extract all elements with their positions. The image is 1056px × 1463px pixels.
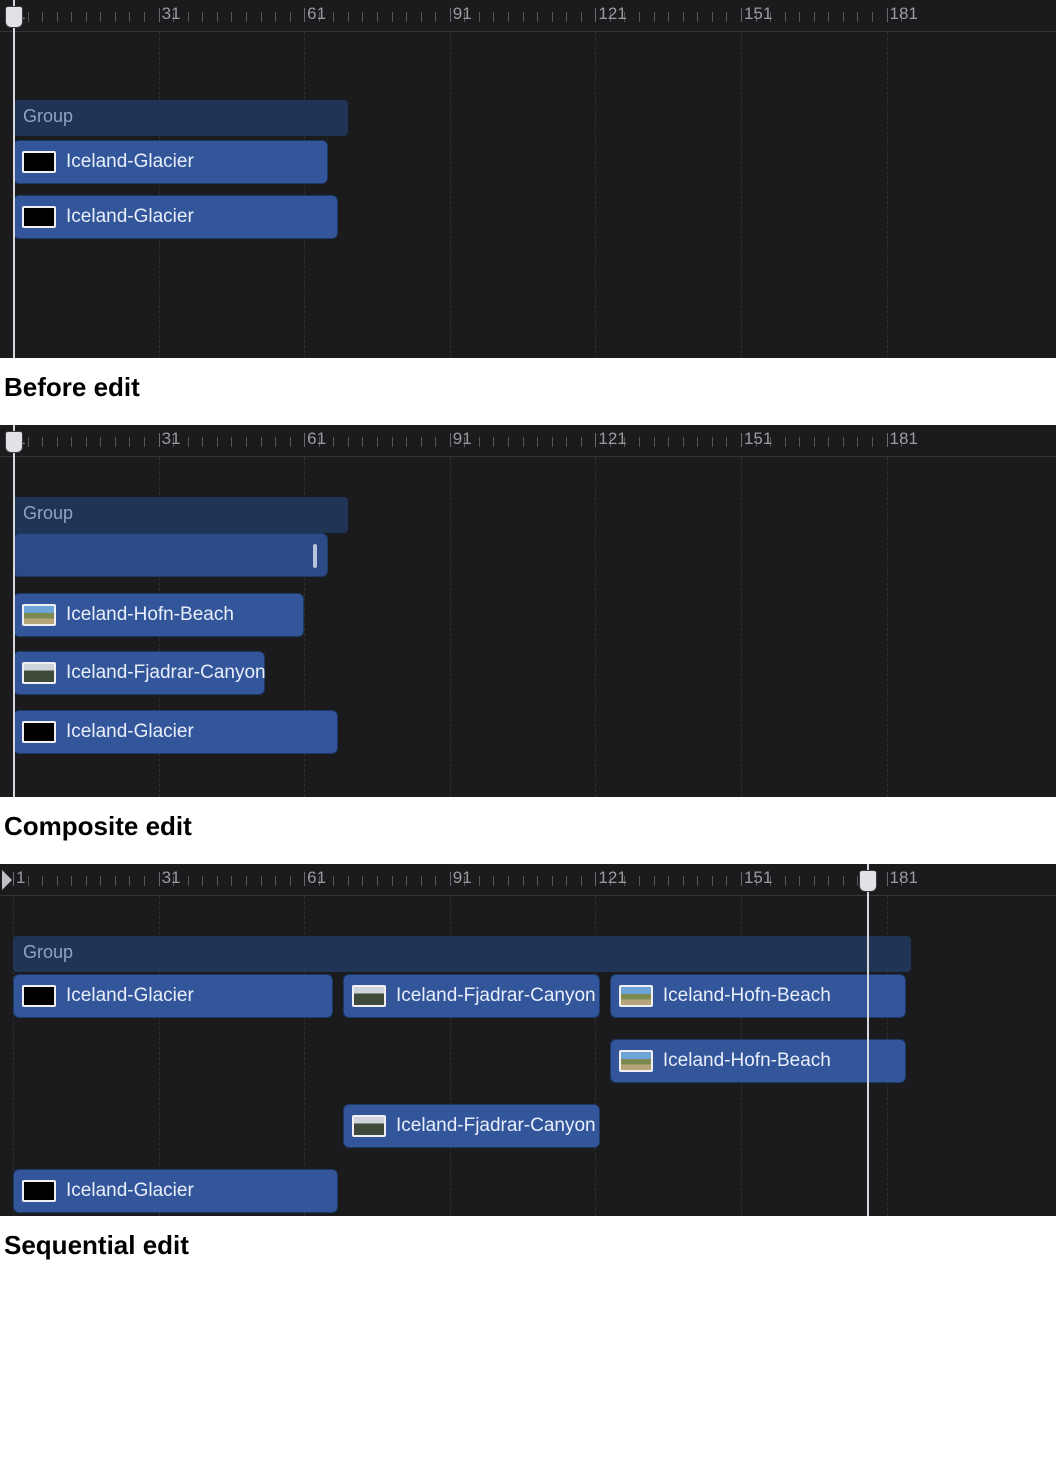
clip-label: Iceland-Fjadrar-Canyon bbox=[396, 1115, 596, 1137]
playhead-handle[interactable] bbox=[5, 6, 23, 28]
clip-thumbnail bbox=[22, 1180, 56, 1202]
timeline-before[interactable]: 1316191121151181GroupIceland-GlacierIcel… bbox=[0, 0, 1056, 358]
timeline-clip[interactable]: Iceland-Hofn-Beach bbox=[610, 974, 906, 1018]
clip-label: Iceland-Glacier bbox=[66, 1180, 194, 1202]
ruler-label: 1 bbox=[16, 868, 25, 888]
ruler-label: 121 bbox=[598, 868, 626, 888]
clip-label: Iceland-Glacier bbox=[66, 206, 194, 228]
clip-label: Iceland-Glacier bbox=[66, 721, 194, 743]
ruler-label: 31 bbox=[162, 4, 181, 24]
drop-zone-clip[interactable] bbox=[13, 533, 328, 577]
timeline-clip[interactable]: Iceland-Glacier bbox=[13, 710, 338, 754]
group-bar[interactable]: Group bbox=[13, 936, 911, 972]
clip-thumbnail bbox=[22, 151, 56, 173]
playhead-handle[interactable] bbox=[5, 431, 23, 453]
ruler-label: 61 bbox=[307, 429, 326, 449]
timeline-sequential[interactable]: 1 31 61 91 121 151 181 Group Iceland-Glacier Icel… bbox=[0, 864, 1056, 1216]
timeline-clip[interactable]: Iceland-Glacier bbox=[13, 974, 333, 1018]
ruler-label: 181 bbox=[890, 868, 918, 888]
caption-before: Before edit bbox=[0, 358, 1056, 425]
playhead[interactable] bbox=[867, 864, 869, 1216]
timeline-ruler[interactable]: 1316191121151181 bbox=[0, 0, 1056, 32]
ruler-label: 151 bbox=[744, 868, 772, 888]
clip-label: Iceland-Glacier bbox=[66, 985, 194, 1007]
clip-label: Iceland-Glacier bbox=[66, 151, 194, 173]
clip-thumbnail bbox=[352, 985, 386, 1007]
play-range-start-icon[interactable] bbox=[2, 870, 12, 890]
clip-thumbnail bbox=[619, 1050, 653, 1072]
clip-thumbnail bbox=[22, 721, 56, 743]
timeline-ruler[interactable]: 1316191121151181 bbox=[0, 425, 1056, 457]
ruler-label: 61 bbox=[307, 4, 326, 24]
timeline-clip[interactable]: Iceland-Fjadrar-Canyon bbox=[343, 1104, 600, 1148]
ruler-label: 91 bbox=[453, 429, 472, 449]
timeline-clip[interactable]: Iceland-Fjadrar-Canyon bbox=[343, 974, 600, 1018]
clip-thumbnail bbox=[619, 985, 653, 1007]
caption-sequential: Sequential edit bbox=[0, 1216, 1056, 1283]
group-bar[interactable]: Group bbox=[13, 100, 348, 136]
timeline-ruler[interactable]: 1 31 61 91 121 151 181 bbox=[0, 864, 1056, 896]
playhead[interactable] bbox=[13, 0, 15, 358]
timeline-clip[interactable]: Iceland-Hofn-Beach bbox=[13, 593, 304, 637]
ruler-label: 31 bbox=[162, 868, 181, 888]
clip-thumbnail bbox=[22, 985, 56, 1007]
timeline-clip[interactable]: Iceland-Glacier bbox=[13, 1169, 338, 1213]
clip-label: Iceland-Hofn-Beach bbox=[66, 604, 234, 626]
clip-label: Iceland-Fjadrar-Canyon bbox=[396, 985, 596, 1007]
timeline-composite[interactable]: 1316191121151181GroupIceland-Hofn-BeachI… bbox=[0, 425, 1056, 797]
playhead-handle[interactable] bbox=[859, 870, 877, 892]
clip-thumbnail bbox=[22, 206, 56, 228]
ruler-label: 121 bbox=[598, 429, 626, 449]
ruler-label: 181 bbox=[890, 429, 918, 449]
ruler-label: 151 bbox=[744, 429, 772, 449]
clip-label: Iceland-Hofn-Beach bbox=[663, 1050, 831, 1072]
clip-thumbnail bbox=[352, 1115, 386, 1137]
ruler-label: 151 bbox=[744, 4, 772, 24]
clip-thumbnail bbox=[22, 662, 56, 684]
ruler-label: 61 bbox=[307, 868, 326, 888]
ruler-label: 91 bbox=[453, 868, 472, 888]
clip-label: Iceland-Fjadrar-Canyon bbox=[66, 662, 266, 684]
ruler-label: 121 bbox=[598, 4, 626, 24]
ruler-label: 181 bbox=[890, 4, 918, 24]
clip-label: Iceland-Hofn-Beach bbox=[663, 985, 831, 1007]
clip-thumbnail bbox=[22, 604, 56, 626]
caption-composite: Composite edit bbox=[0, 797, 1056, 864]
timeline-clip[interactable]: Iceland-Hofn-Beach bbox=[610, 1039, 906, 1083]
playhead[interactable] bbox=[13, 425, 15, 797]
ruler-label: 91 bbox=[453, 4, 472, 24]
ruler-label: 31 bbox=[162, 429, 181, 449]
timeline-clip[interactable]: Iceland-Glacier bbox=[13, 195, 338, 239]
group-bar[interactable]: Group bbox=[13, 497, 348, 533]
timeline-clip[interactable]: Iceland-Fjadrar-Canyon bbox=[13, 651, 265, 695]
timeline-clip[interactable]: Iceland-Glacier bbox=[13, 140, 328, 184]
